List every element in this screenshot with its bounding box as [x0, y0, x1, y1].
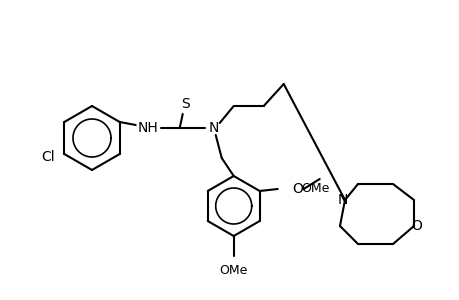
Text: N: N [208, 121, 218, 135]
Text: Cl: Cl [41, 150, 55, 164]
Text: OMe: OMe [219, 263, 247, 277]
Text: O: O [291, 182, 302, 196]
Text: NH: NH [137, 121, 158, 135]
Text: O: O [411, 219, 421, 233]
Text: OMe: OMe [301, 182, 330, 196]
Text: S: S [181, 97, 190, 111]
Text: N: N [337, 193, 347, 207]
